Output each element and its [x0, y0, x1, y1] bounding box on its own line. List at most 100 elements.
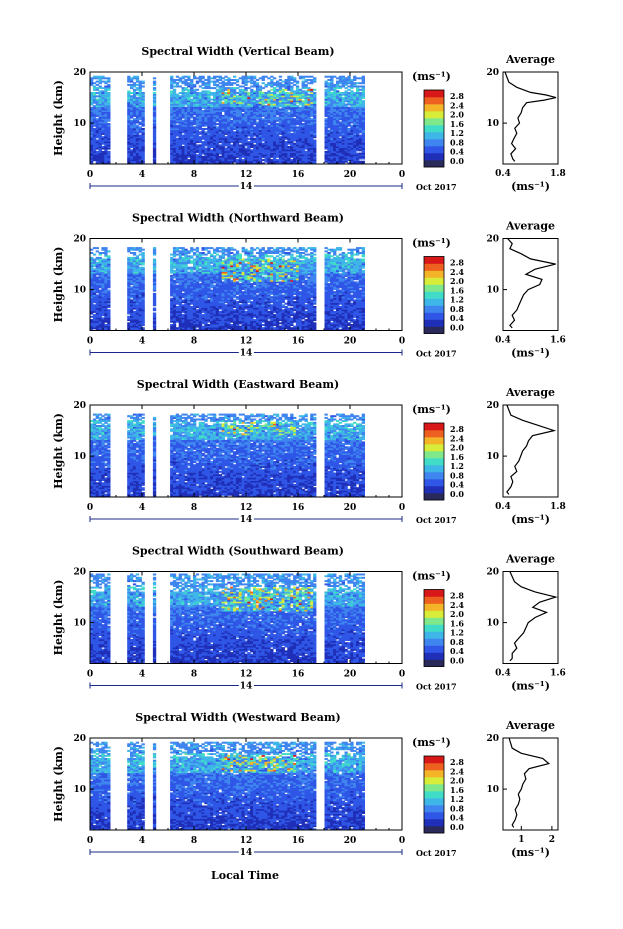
- heatmap-cell: [221, 147, 225, 150]
- heatmap-cell: [350, 114, 354, 117]
- heatmap-cell: [201, 113, 205, 116]
- heatmap-cell: [213, 106, 217, 109]
- heatmap-cell: [250, 90, 254, 93]
- heatmap-cell: [333, 85, 337, 88]
- heatmap-cell: [175, 144, 180, 147]
- heatmap-cell: [104, 149, 108, 152]
- heatmap-cell: [358, 105, 363, 108]
- heatmap-cell: [224, 114, 228, 117]
- heatmap-cell: [273, 121, 277, 124]
- heatmap-cell: [247, 137, 251, 140]
- heatmap-cell: [215, 88, 220, 91]
- heatmap-cell: [210, 123, 214, 126]
- heatmap-cell: [338, 142, 343, 145]
- heatmap-cell: [204, 139, 208, 142]
- heatmap-cell: [104, 324, 108, 326]
- heatmap-cell: [221, 101, 225, 104]
- heatmap-cell: [267, 128, 271, 130]
- heatmap-cell: [107, 137, 111, 140]
- heatmap-cell: [281, 154, 285, 157]
- heatmap-cell: [253, 155, 257, 158]
- heatmap-cell: [336, 98, 340, 101]
- heatmap-cell: [324, 157, 328, 160]
- heatmap-cell: [353, 113, 357, 116]
- heatmap-cell: [327, 92, 331, 94]
- heatmap-cell: [218, 144, 222, 147]
- heatmap-cell: [293, 159, 297, 162]
- heatmap-cell: [224, 118, 228, 121]
- heatmap-cell: [227, 129, 231, 132]
- heatmap-cell: [184, 93, 188, 96]
- heatmap-cell: [338, 93, 343, 96]
- heatmap-cell: [258, 124, 262, 127]
- heatmap-cell: [295, 141, 300, 144]
- heatmap-cell: [261, 114, 265, 117]
- heatmap-cell: [141, 144, 145, 147]
- heatmap-cell: [344, 82, 348, 85]
- heatmap-cell: [344, 129, 348, 132]
- heatmap-cell: [221, 96, 225, 99]
- heatmap-cell: [270, 114, 274, 117]
- heatmap-cell: [301, 101, 305, 104]
- heatmap-cell: [230, 95, 234, 98]
- heatmap-cell: [330, 111, 334, 114]
- heatmap-cell: [207, 152, 211, 155]
- heatmap-cell: [187, 90, 191, 93]
- heatmap-cell: [130, 105, 134, 108]
- heatmap-cell: [138, 83, 142, 86]
- profile-x-label: (ms⁻¹): [511, 180, 550, 193]
- heatmap-cell: [344, 150, 348, 153]
- heatmap-cell: [264, 113, 268, 116]
- heatmap-cell: [175, 98, 180, 101]
- heatmap-cell: [281, 142, 285, 145]
- heatmap-cell: [195, 149, 200, 152]
- heatmap-cell: [293, 134, 297, 137]
- heatmap-cell: [341, 83, 345, 86]
- heatmap-cell: [190, 103, 194, 106]
- heatmap-cell: [198, 95, 202, 98]
- heatmap-cell: [107, 88, 111, 91]
- heatmap-cell: [281, 150, 285, 153]
- heatmap-cell: [95, 271, 99, 274]
- heatmap-cell: [141, 106, 145, 109]
- heatmap-cell: [244, 100, 248, 103]
- heatmap-cell: [255, 113, 260, 116]
- heatmap-cell: [270, 85, 274, 88]
- heatmap-cell: [104, 128, 108, 130]
- heatmap-cell: [210, 110, 214, 112]
- heatmap-cell: [218, 98, 222, 101]
- heatmap-cell: [261, 132, 265, 135]
- heatmap-cell: [90, 95, 94, 98]
- heatmap-cell: [204, 152, 208, 155]
- heatmap-cell: [284, 96, 288, 99]
- heatmap-cell: [281, 162, 285, 165]
- heatmap-cell: [361, 152, 365, 155]
- heatmap-cell: [250, 157, 254, 160]
- heatmap-cell: [358, 155, 363, 158]
- heatmap-cell: [104, 77, 108, 80]
- heatmap-cell: [301, 95, 305, 98]
- heatmap-cell: [132, 146, 137, 148]
- heatmap-cell: [287, 101, 291, 104]
- heatmap-cell: [90, 142, 94, 145]
- heatmap-cell: [92, 154, 97, 157]
- heatmap-cell: [304, 144, 308, 147]
- heatmap-cell: [244, 136, 248, 139]
- heatmap-cell: [304, 154, 308, 157]
- heatmap-cell: [98, 327, 102, 330]
- heatmap-cell: [298, 113, 303, 116]
- heatmap-cell: [287, 119, 291, 122]
- heatmap-cell: [278, 155, 283, 158]
- heatmap-cell: [350, 110, 354, 112]
- heatmap-cell: [307, 105, 311, 108]
- heatmap-cell: [244, 126, 248, 129]
- heatmap-cell: [301, 96, 305, 99]
- heatmap-cell: [107, 98, 111, 101]
- heatmap-cell: [241, 80, 245, 83]
- heatmap-cell: [227, 96, 231, 99]
- heatmap-cell: [207, 131, 211, 134]
- heatmap-cell: [187, 79, 191, 81]
- heatmap-cell: [204, 92, 208, 94]
- heatmap-cell: [284, 121, 288, 124]
- heatmap-cell: [187, 93, 191, 96]
